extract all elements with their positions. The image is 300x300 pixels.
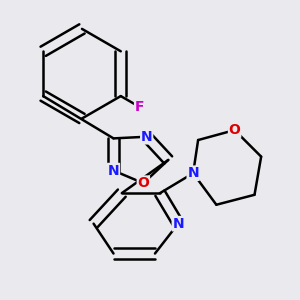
Text: F: F xyxy=(135,100,144,114)
Text: O: O xyxy=(137,176,149,190)
Text: O: O xyxy=(229,123,241,137)
Text: N: N xyxy=(172,217,184,231)
Text: N: N xyxy=(187,166,199,180)
Text: N: N xyxy=(108,164,119,178)
Text: N: N xyxy=(141,130,152,144)
